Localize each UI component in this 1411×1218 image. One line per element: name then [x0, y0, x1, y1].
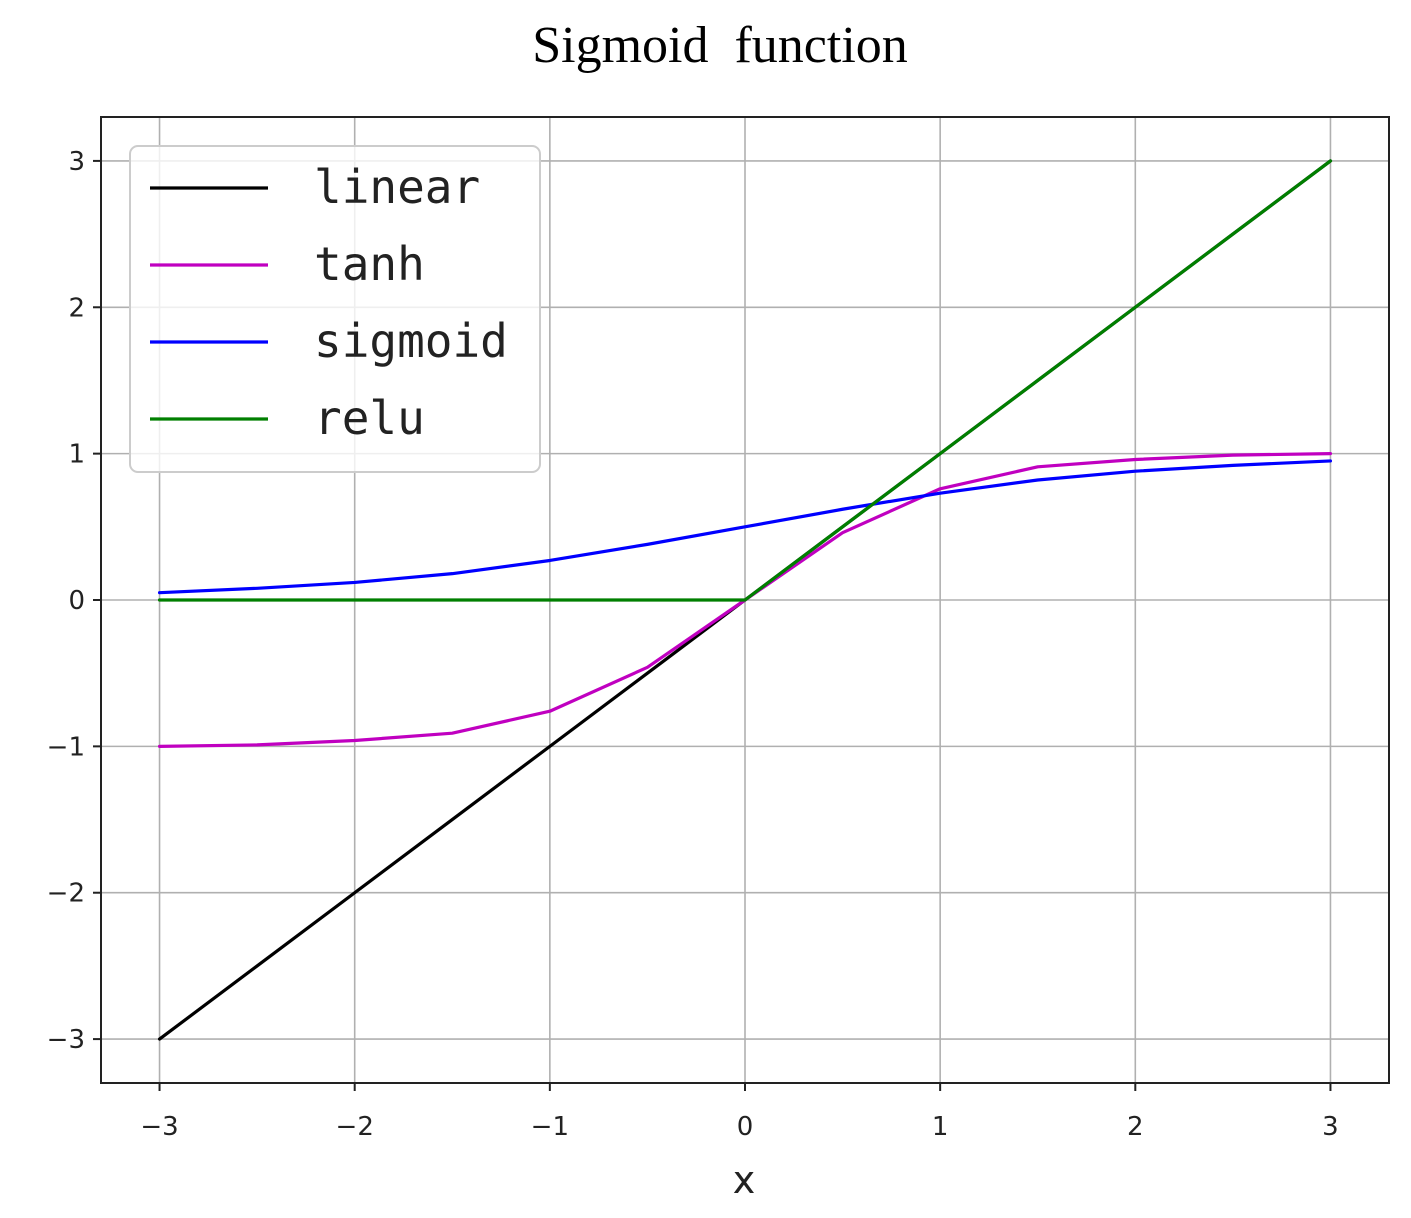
x-tick-label: 3: [1322, 1112, 1339, 1142]
legend-label-linear: linear: [314, 160, 480, 214]
y-tick-label: −2: [47, 879, 85, 909]
axis-ticks: −3 −2 −1 0 1 2 3 −3 −2 −1 0 1 2 3: [47, 147, 1339, 1142]
legend: linear tanh sigmoid relu: [129, 145, 541, 473]
legend-label-sigmoid: sigmoid: [314, 314, 508, 368]
y-tick-label: 1: [68, 440, 85, 470]
legend-label-relu: relu: [314, 391, 425, 445]
legend-label-tanh: tanh: [314, 237, 425, 291]
x-tick-label: −2: [336, 1112, 374, 1142]
series-line-relu: [157, 159, 1333, 602]
x-tick-label: 1: [932, 1112, 949, 1142]
y-tick-label: 3: [68, 147, 85, 177]
legend-box: [129, 145, 541, 473]
y-tick-label: 0: [68, 586, 85, 616]
x-tick-label: −3: [140, 1112, 178, 1142]
series-line-sigmoid: [157, 459, 1333, 595]
x-tick-label: −1: [531, 1112, 569, 1142]
chart-title: Sigmoid function: [532, 17, 908, 74]
x-tick-label: 2: [1127, 1112, 1144, 1142]
x-tick-label: 0: [737, 1112, 754, 1142]
plot-series: [157, 159, 1333, 1041]
y-tick-label: 2: [68, 293, 85, 323]
y-tick-label: −1: [47, 732, 85, 762]
x-axis-label: x: [733, 1158, 756, 1202]
y-tick-label: −3: [47, 1025, 85, 1055]
